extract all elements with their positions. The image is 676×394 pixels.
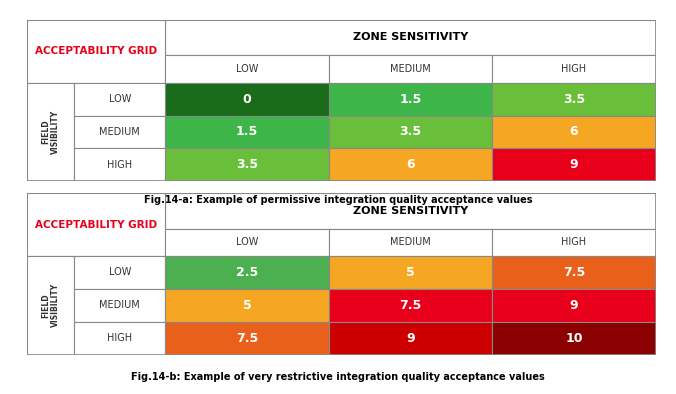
Text: 7.5: 7.5 xyxy=(236,332,258,345)
Bar xyxy=(166,289,329,322)
Bar xyxy=(27,193,166,256)
Bar xyxy=(329,55,492,83)
Text: ACCEPTABILITY GRID: ACCEPTABILITY GRID xyxy=(35,46,158,56)
Text: 9: 9 xyxy=(570,158,578,171)
Bar xyxy=(329,229,492,256)
Bar xyxy=(166,193,656,229)
Bar xyxy=(492,229,656,256)
Bar xyxy=(74,289,166,322)
Bar xyxy=(74,83,166,115)
Bar xyxy=(492,289,656,322)
Text: HIGH: HIGH xyxy=(562,237,587,247)
Text: 3.5: 3.5 xyxy=(563,93,585,106)
Bar xyxy=(166,149,329,181)
Bar xyxy=(74,115,166,149)
Text: 9: 9 xyxy=(406,332,415,345)
Bar xyxy=(492,83,656,115)
Text: 6: 6 xyxy=(570,125,578,138)
Bar xyxy=(492,322,656,355)
Text: LOW: LOW xyxy=(109,268,131,277)
Text: ZONE SENSITIVITY: ZONE SENSITIVITY xyxy=(353,32,468,43)
Bar xyxy=(492,149,656,181)
Text: 3.5: 3.5 xyxy=(236,158,258,171)
Text: Fig.14-a: Example of permissive integration quality acceptance values: Fig.14-a: Example of permissive integrat… xyxy=(144,195,532,205)
Text: LOW: LOW xyxy=(109,94,131,104)
Bar xyxy=(166,115,329,149)
Bar xyxy=(329,83,492,115)
Bar xyxy=(166,229,329,256)
Text: LOW: LOW xyxy=(236,64,258,74)
Text: 0: 0 xyxy=(243,93,251,106)
Text: HIGH: HIGH xyxy=(107,160,132,170)
Text: FIELD
VISIBILITY: FIELD VISIBILITY xyxy=(41,110,60,154)
Text: HIGH: HIGH xyxy=(562,64,587,74)
Text: 1.5: 1.5 xyxy=(400,93,422,106)
Text: 5: 5 xyxy=(243,299,251,312)
Bar xyxy=(27,20,166,83)
Bar xyxy=(492,55,656,83)
Text: ACCEPTABILITY GRID: ACCEPTABILITY GRID xyxy=(35,219,158,230)
Text: 6: 6 xyxy=(406,158,415,171)
Bar xyxy=(329,322,492,355)
Bar xyxy=(329,256,492,289)
Bar xyxy=(74,256,166,289)
Text: 3.5: 3.5 xyxy=(400,125,422,138)
Text: Fig.14-b: Example of very restrictive integration quality acceptance values: Fig.14-b: Example of very restrictive in… xyxy=(131,372,545,382)
Bar xyxy=(329,149,492,181)
Text: 10: 10 xyxy=(565,332,583,345)
Bar xyxy=(27,256,74,355)
Bar xyxy=(27,83,74,181)
Text: MEDIUM: MEDIUM xyxy=(99,127,140,137)
Bar xyxy=(74,322,166,355)
Text: HIGH: HIGH xyxy=(107,333,132,343)
Text: ZONE SENSITIVITY: ZONE SENSITIVITY xyxy=(353,206,468,216)
Bar xyxy=(166,20,656,55)
Bar xyxy=(492,256,656,289)
Text: 5: 5 xyxy=(406,266,415,279)
Bar xyxy=(166,83,329,115)
Bar xyxy=(329,289,492,322)
Text: 1.5: 1.5 xyxy=(236,125,258,138)
Bar xyxy=(329,115,492,149)
Text: 2.5: 2.5 xyxy=(236,266,258,279)
Text: LOW: LOW xyxy=(236,237,258,247)
Bar xyxy=(166,256,329,289)
Text: MEDIUM: MEDIUM xyxy=(390,64,431,74)
Text: MEDIUM: MEDIUM xyxy=(390,237,431,247)
Bar xyxy=(492,115,656,149)
Text: FIELD
VISIBILITY: FIELD VISIBILITY xyxy=(41,283,60,327)
Bar xyxy=(74,149,166,181)
Text: 7.5: 7.5 xyxy=(563,266,585,279)
Text: 7.5: 7.5 xyxy=(400,299,422,312)
Bar xyxy=(166,55,329,83)
Bar xyxy=(166,322,329,355)
Text: 9: 9 xyxy=(570,299,578,312)
Text: MEDIUM: MEDIUM xyxy=(99,300,140,310)
